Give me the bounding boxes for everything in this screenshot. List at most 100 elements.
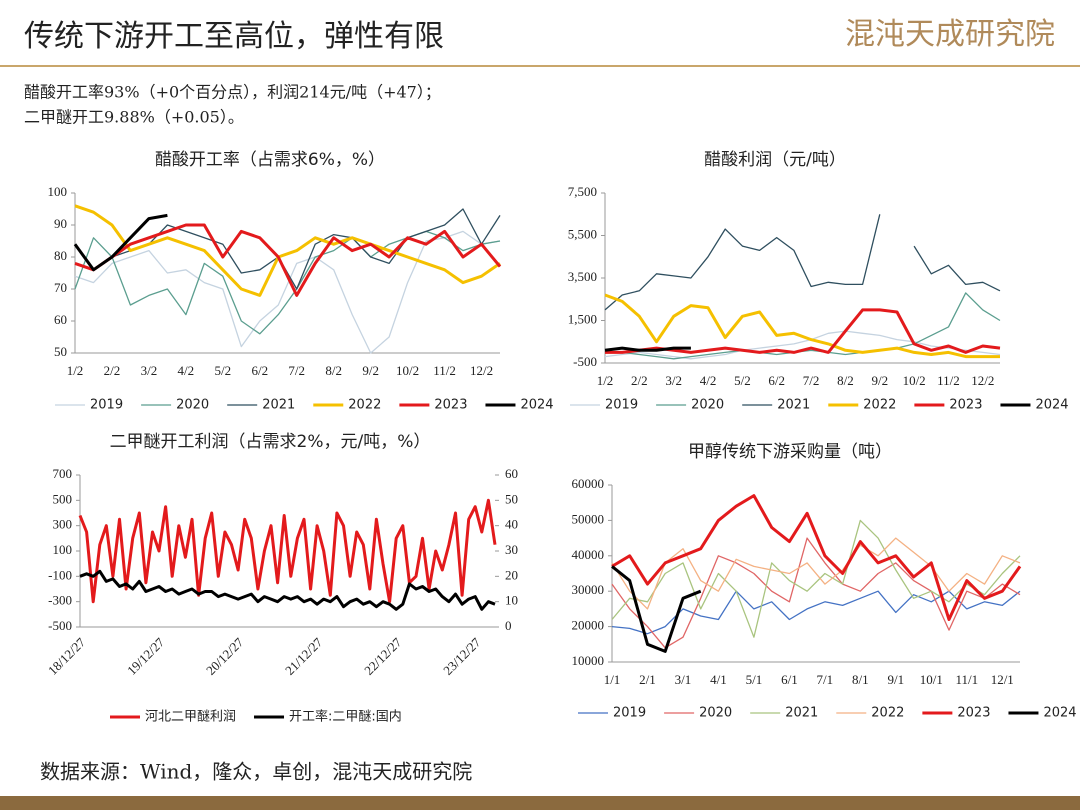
legend-label: 2020 bbox=[176, 398, 209, 413]
x-tick-label: 7/2 bbox=[288, 363, 305, 378]
series-line bbox=[611, 519, 1021, 638]
y-tick-label: 30000 bbox=[572, 582, 605, 597]
y-tick-label: -300 bbox=[48, 593, 72, 608]
x-tick-label: 4/2 bbox=[178, 363, 195, 378]
x-tick-label: 11/1 bbox=[955, 672, 978, 687]
series-line bbox=[611, 494, 1022, 621]
x-tick-label: 5/1 bbox=[746, 672, 763, 687]
y-tick-label: 3,500 bbox=[568, 269, 597, 284]
x-tick-label: 1/1 bbox=[604, 672, 621, 687]
footer-bar bbox=[0, 796, 1080, 810]
y2-tick-label: 10 bbox=[505, 593, 518, 608]
legend-label: 2024 bbox=[520, 398, 553, 413]
y2-tick-label: 0 bbox=[505, 618, 512, 633]
slide-title: 传统下游开工至高位，弹性有限 bbox=[24, 19, 444, 54]
x-tick-label: 11/2 bbox=[433, 363, 456, 378]
series-line bbox=[611, 565, 702, 653]
y-tick-label: 1,500 bbox=[568, 311, 597, 326]
y2-tick-label: 30 bbox=[505, 542, 518, 557]
chart-title: 醋酸利润（元/吨） bbox=[704, 150, 846, 170]
y-tick-label: 20000 bbox=[572, 618, 605, 633]
x-tick-label: 7/1 bbox=[817, 672, 834, 687]
x-tick-label: 10/2 bbox=[396, 363, 419, 378]
y-tick-label: -100 bbox=[48, 567, 72, 582]
x-tick-label: 10/2 bbox=[903, 373, 926, 388]
series-line bbox=[79, 569, 496, 611]
legend-label: 2023 bbox=[434, 398, 467, 413]
y-tick-label: 300 bbox=[53, 517, 73, 532]
x-tick-label: 2/2 bbox=[631, 373, 648, 388]
x-tick-label: 3/1 bbox=[675, 672, 692, 687]
x-tick-label: 4/2 bbox=[700, 373, 717, 388]
legend-label: 2021 bbox=[777, 398, 810, 413]
y2-tick-label: 50 bbox=[505, 491, 518, 506]
y-tick-label: 90 bbox=[54, 216, 67, 231]
legend-label: 2022 bbox=[863, 398, 896, 413]
x-tick-label: 12/2 bbox=[971, 373, 994, 388]
legend-label: 2019 bbox=[613, 706, 646, 721]
x-tick-label: 9/1 bbox=[888, 672, 905, 687]
chart-title: 二甲醚开工利润（占需求2%，元/吨，%） bbox=[110, 432, 431, 452]
x-tick-label: 6/2 bbox=[768, 373, 785, 388]
y-tick-label: 70 bbox=[54, 280, 67, 295]
legend-label: 2024 bbox=[1035, 398, 1068, 413]
series-line bbox=[604, 330, 1001, 360]
x-tick-label: 8/1 bbox=[852, 672, 869, 687]
series-line bbox=[604, 293, 1000, 359]
x-tick-label: 5/2 bbox=[734, 373, 751, 388]
y-tick-label: 80 bbox=[54, 248, 67, 263]
legend-label: 2024 bbox=[1043, 706, 1076, 721]
series-line bbox=[604, 346, 691, 352]
x-tick-label: 12/1 bbox=[991, 672, 1014, 687]
logo: 混沌天成研究院 bbox=[845, 17, 1055, 52]
legend-label: 2022 bbox=[871, 706, 904, 721]
source: 数据来源：Wind，隆众，卓创，混沌天成研究院 bbox=[40, 760, 472, 784]
legend-label: 2020 bbox=[699, 706, 732, 721]
x-tick-label: 4/1 bbox=[710, 672, 727, 687]
legend-label: 2019 bbox=[90, 398, 123, 413]
x-tick-label: 6/2 bbox=[251, 363, 268, 378]
y-tick-label: 7,500 bbox=[568, 184, 597, 199]
legend-label: 2020 bbox=[691, 398, 724, 413]
y-tick-label: -500 bbox=[573, 354, 597, 369]
x-tick-label: 10/1 bbox=[920, 672, 943, 687]
legend-label: 2019 bbox=[605, 398, 638, 413]
series-line bbox=[78, 498, 497, 604]
y-tick-label: 50 bbox=[54, 344, 67, 359]
series-line bbox=[74, 223, 502, 297]
x-tick-label: 12/2 bbox=[470, 363, 493, 378]
chart-title: 甲醇传统下游采购量（吨） bbox=[688, 442, 892, 462]
x-tick-label: 9/2 bbox=[871, 373, 888, 388]
x-tick-label: 11/2 bbox=[937, 373, 960, 388]
y-tick-label: 60 bbox=[54, 312, 67, 327]
legend-label: 河北二甲醚利润 bbox=[145, 710, 236, 725]
x-tick-label: 7/2 bbox=[803, 373, 820, 388]
x-tick-label: 1/2 bbox=[597, 373, 614, 388]
y2-tick-label: 20 bbox=[505, 567, 518, 582]
series-line bbox=[604, 214, 1001, 311]
x-tick-label: 8/2 bbox=[837, 373, 854, 388]
x-tick-label: 1/2 bbox=[67, 363, 84, 378]
series-line bbox=[74, 230, 501, 335]
y-tick-label: 700 bbox=[53, 466, 73, 481]
y-tick-label: 100 bbox=[53, 542, 73, 557]
legend-label: 2023 bbox=[957, 706, 990, 721]
x-tick-label: 5/2 bbox=[215, 363, 232, 378]
legend-label: 2022 bbox=[348, 398, 381, 413]
y-tick-label: 100 bbox=[48, 184, 68, 199]
series-line bbox=[73, 213, 168, 272]
legend-label: 2021 bbox=[785, 706, 818, 721]
x-tick-label: 2/1 bbox=[639, 672, 656, 687]
series-line bbox=[74, 204, 501, 297]
series-line bbox=[611, 537, 1021, 649]
x-tick-label: 8/2 bbox=[325, 363, 342, 378]
x-tick-label: 2/2 bbox=[104, 363, 121, 378]
y-tick-label: 50000 bbox=[572, 511, 605, 526]
y2-tick-label: 60 bbox=[505, 466, 518, 481]
legend-label: 开工率:二甲醚:国内 bbox=[289, 709, 402, 725]
series-line bbox=[611, 537, 1021, 610]
chart-title: 醋酸开工率（占需求6%，%） bbox=[155, 150, 385, 170]
x-tick-label: 3/2 bbox=[141, 363, 158, 378]
